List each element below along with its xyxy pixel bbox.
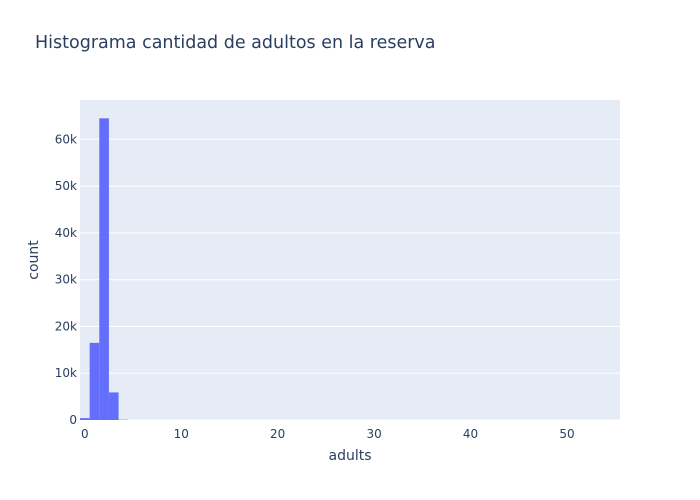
histogram-bar	[89, 342, 100, 420]
x-axis-title: adults	[328, 448, 371, 464]
x-tick-label: 20	[270, 427, 285, 441]
y-axis-ticks: 0 10k 20k 30k 40k 50k 60k	[55, 132, 77, 427]
y-tick-label: 30k	[55, 273, 77, 287]
x-axis-ticks: 0 10 20 30 40 50	[81, 427, 575, 441]
x-tick-label: 10	[174, 427, 189, 441]
y-tick-label: 40k	[55, 226, 77, 240]
chart-title: Histograma cantidad de adultos en la res…	[35, 33, 436, 53]
y-axis-title: count	[26, 240, 42, 280]
y-tick-label: 10k	[55, 366, 77, 380]
histogram-bar	[80, 418, 90, 420]
y-tick-label: 60k	[55, 132, 77, 146]
y-tick-label: 50k	[55, 179, 77, 193]
histogram-bar	[99, 118, 109, 420]
y-tick-label: 20k	[55, 319, 77, 333]
x-tick-label: 0	[81, 427, 89, 441]
histogram-bar	[108, 392, 119, 420]
bars	[80, 118, 138, 420]
x-tick-label: 40	[463, 427, 478, 441]
y-tick-label: 0	[69, 413, 77, 427]
plot-background	[80, 100, 620, 420]
grid-lines	[80, 138, 620, 421]
x-tick-label: 50	[559, 427, 574, 441]
x-tick-label: 30	[366, 427, 381, 441]
